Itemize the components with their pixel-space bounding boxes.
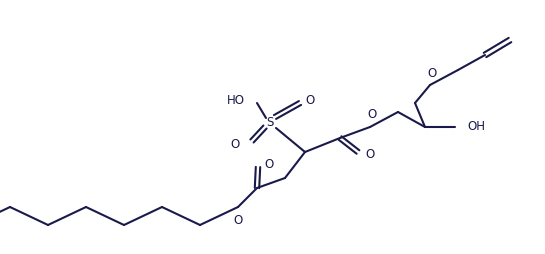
Text: HO: HO — [227, 94, 245, 107]
Text: OH: OH — [467, 120, 485, 134]
Text: O: O — [365, 148, 374, 161]
Text: O: O — [264, 158, 273, 171]
Text: O: O — [367, 108, 377, 121]
Text: O: O — [427, 67, 437, 80]
Text: O: O — [233, 214, 243, 227]
Text: O: O — [305, 94, 314, 107]
Text: O: O — [231, 138, 240, 151]
Text: S: S — [267, 116, 274, 129]
